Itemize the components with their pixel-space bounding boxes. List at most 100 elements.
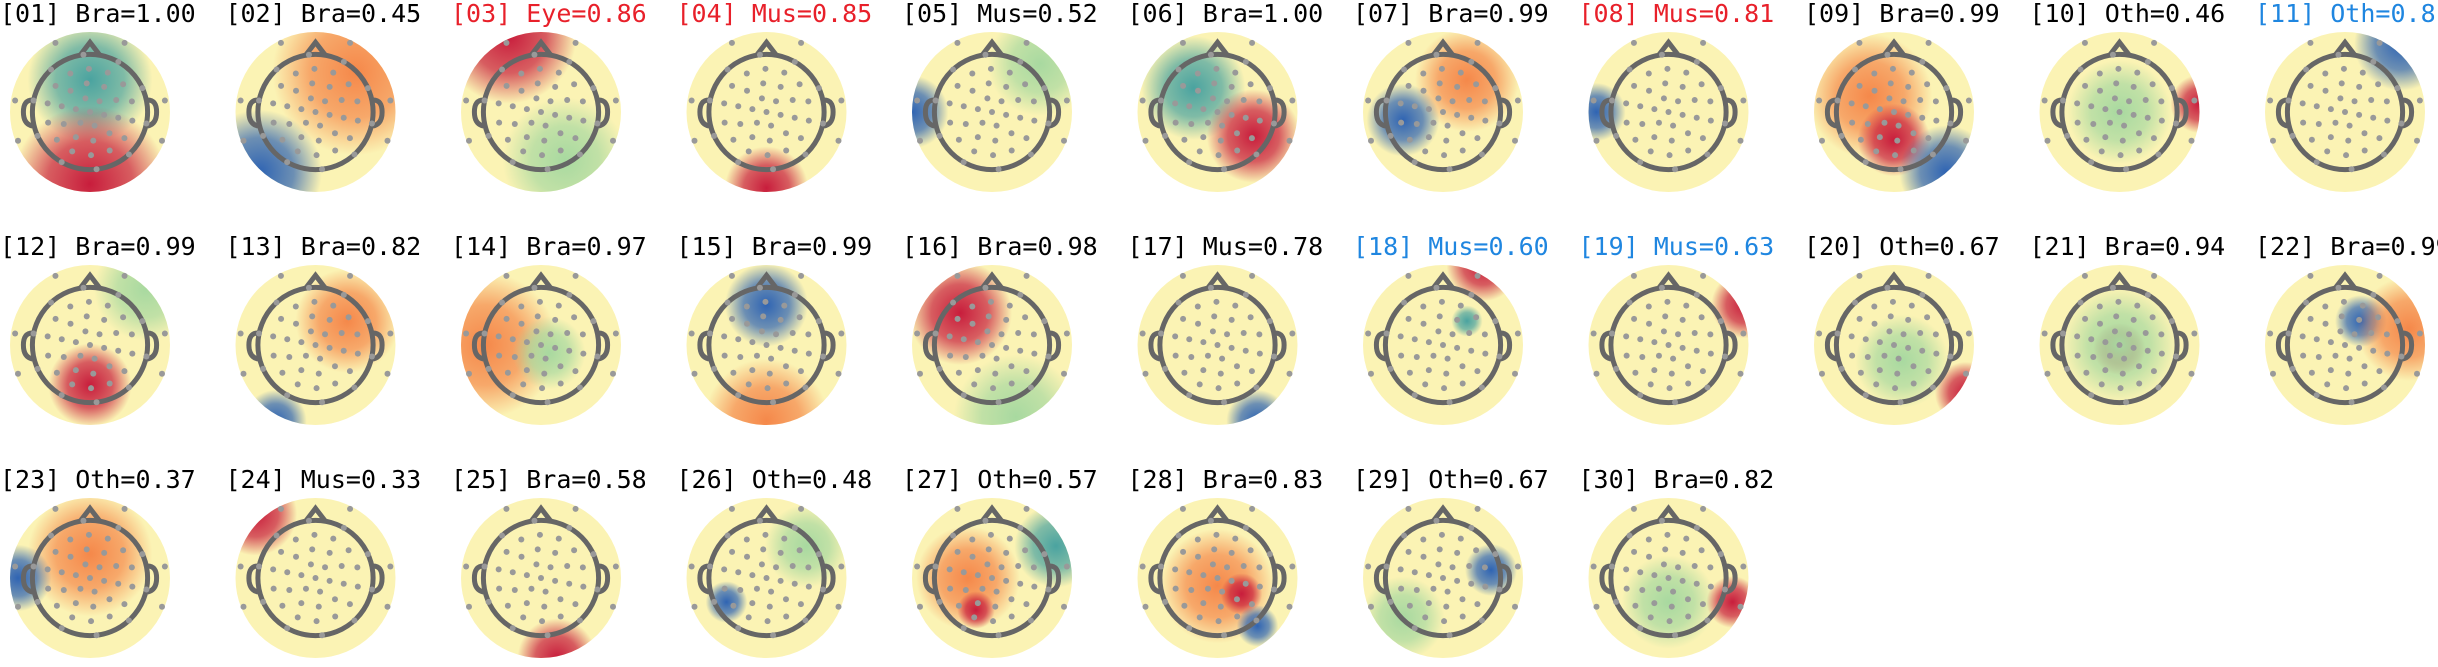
electrode — [523, 600, 530, 607]
electrode — [1630, 272, 1637, 279]
electrode — [990, 618, 997, 625]
electrode — [1433, 517, 1440, 524]
electrode — [1217, 137, 1224, 144]
electrode — [737, 120, 744, 127]
topomap-panel: [09] Bra=0.99 — [1804, 0, 2000, 192]
electrode — [499, 66, 506, 73]
electrode — [2322, 303, 2329, 310]
electrode — [1446, 632, 1453, 639]
electrode — [2074, 100, 2081, 107]
electrode — [1142, 603, 1149, 610]
nose — [1656, 504, 1681, 523]
electrode — [954, 315, 961, 322]
electrode — [1211, 80, 1218, 87]
electrode — [2376, 39, 2383, 46]
electrode — [1253, 384, 1260, 391]
electrode — [69, 148, 76, 155]
component-label: [06] Bra=1.00 — [1128, 0, 1324, 28]
electrode — [315, 137, 322, 144]
electrode — [735, 159, 742, 166]
electrode — [1473, 81, 1480, 88]
electrode — [1200, 367, 1207, 374]
electrode — [1691, 563, 1698, 570]
electrode — [1816, 330, 1823, 337]
electrode — [1413, 353, 1420, 360]
electrode — [2270, 370, 2276, 377]
component-label: [07] Bra=0.99 — [1353, 0, 1549, 28]
ear — [823, 330, 836, 362]
electrode — [1637, 625, 1644, 632]
electrode — [240, 603, 247, 610]
electrode — [1637, 569, 1644, 576]
electrode — [1401, 532, 1408, 539]
activity-blob — [94, 265, 170, 341]
electrode — [1425, 600, 1432, 607]
electrode — [101, 83, 108, 90]
electrode — [1593, 370, 1600, 377]
electrode — [1368, 370, 1374, 377]
electrode — [1647, 381, 1654, 388]
electrode — [1017, 58, 1024, 65]
electrode — [34, 598, 41, 605]
electrode — [1468, 291, 1475, 298]
electrode — [322, 564, 329, 571]
electrode — [1045, 586, 1052, 593]
electrode — [590, 551, 597, 558]
scalp-activity — [235, 32, 396, 192]
electrode — [1698, 314, 1705, 321]
electrode — [969, 70, 976, 77]
electrode — [1630, 39, 1637, 46]
electrode — [384, 370, 391, 377]
electrode — [728, 39, 735, 46]
electrode — [1017, 524, 1024, 531]
ear — [1599, 563, 1612, 595]
electrode — [354, 583, 361, 590]
electrode — [791, 580, 798, 587]
electrode — [753, 352, 760, 359]
electrode — [1219, 588, 1226, 595]
electrode — [106, 130, 113, 137]
electrode — [2074, 352, 2081, 359]
electrode — [60, 353, 67, 360]
electrode — [495, 100, 502, 107]
electrode — [2338, 80, 2345, 87]
activity-blob — [957, 591, 995, 629]
electrode — [735, 103, 742, 110]
electrode — [2098, 381, 2105, 388]
electrode — [1242, 347, 1249, 354]
electrode — [311, 298, 318, 305]
electrode — [1162, 598, 1169, 605]
electrode — [557, 380, 564, 387]
electrode — [1685, 380, 1692, 387]
topomap-panel: [19] Mus=0.63 — [1579, 232, 1774, 425]
electrode — [782, 596, 789, 603]
electrode — [1006, 302, 1013, 309]
electrode — [53, 136, 60, 143]
electrode — [572, 368, 579, 375]
electrode — [721, 119, 728, 126]
electrode — [1162, 365, 1169, 372]
component-label: [09] Bra=0.99 — [1804, 0, 2000, 28]
electrode — [129, 350, 136, 357]
electrode — [982, 51, 989, 58]
electrode — [2270, 137, 2276, 144]
electrode — [364, 85, 371, 92]
electrode — [67, 303, 74, 310]
electrode — [1398, 585, 1405, 592]
ear — [1373, 97, 1387, 129]
electrode — [781, 302, 788, 309]
electrode — [270, 585, 277, 592]
electrode — [544, 166, 551, 173]
electrode — [914, 97, 921, 104]
electrode — [523, 339, 530, 346]
component-label: [05] Mus=0.52 — [902, 0, 1098, 28]
electrode — [1142, 137, 1149, 144]
activity-blob — [764, 504, 847, 588]
electrode — [1023, 135, 1030, 142]
electrode — [104, 69, 111, 76]
electrode — [979, 352, 986, 359]
electrode — [1655, 352, 1662, 359]
electrode — [332, 147, 339, 154]
electrode — [1632, 136, 1639, 143]
nose — [1205, 504, 1230, 523]
